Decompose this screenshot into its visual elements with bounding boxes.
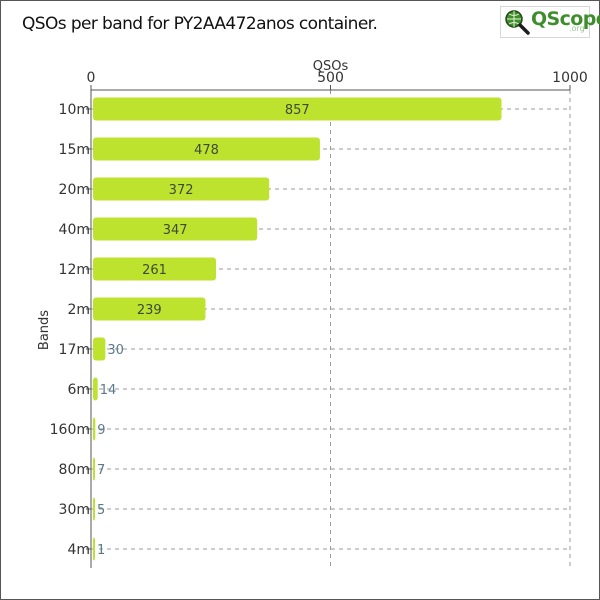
category-label: 80m — [59, 462, 90, 478]
category-label: 30m — [59, 502, 90, 518]
category-label: 20m — [59, 182, 90, 198]
bar-10m — [93, 97, 502, 121]
category-label: 40m — [59, 222, 90, 238]
bar-15m — [93, 137, 320, 161]
value-label: 30 — [107, 343, 124, 358]
category-label: 6m — [67, 382, 90, 398]
bar-4m — [93, 537, 95, 561]
bar-6m — [93, 377, 98, 401]
qscope-logo[interactable]: QScope .org — [500, 6, 600, 38]
value-label: 261 — [142, 263, 167, 278]
value-label: 347 — [163, 223, 188, 238]
value-label: 372 — [169, 183, 194, 198]
value-label: 7 — [97, 463, 105, 478]
bar-2m — [93, 297, 206, 321]
magnifier-globe-icon — [505, 10, 530, 35]
category-label: 12m — [59, 262, 90, 278]
category-label: 17m — [59, 342, 90, 358]
category-label: 4m — [67, 542, 90, 558]
bar-20m — [93, 177, 270, 201]
value-label: 857 — [285, 103, 310, 118]
value-label: 5 — [97, 503, 105, 518]
category-label: 15m — [59, 142, 90, 158]
bar-80m — [93, 457, 95, 481]
bar-12m — [93, 257, 217, 281]
value-label: 1 — [97, 543, 105, 558]
logo-text: QScope — [531, 8, 600, 30]
value-label: 14 — [100, 383, 117, 398]
category-label: 160m — [50, 422, 90, 438]
value-label: 9 — [97, 423, 105, 438]
logo-suffix: .org — [569, 24, 585, 33]
x-axis-label: QSOs — [313, 59, 349, 74]
category-label: 2m — [67, 302, 90, 318]
category-label: 10m — [59, 102, 90, 118]
chart-title: QSOs per band for PY2AA472anos container… — [22, 14, 378, 34]
x-tick-label: 1000 — [552, 70, 588, 86]
value-label: 478 — [194, 143, 219, 158]
bar-40m — [93, 217, 258, 241]
bar-30m — [93, 497, 95, 521]
x-tick-label: 500 — [317, 70, 344, 86]
value-label: 239 — [137, 303, 162, 318]
bar-17m — [93, 337, 106, 361]
bar-160m — [93, 417, 96, 441]
x-tick-label: 0 — [87, 70, 96, 86]
y-axis-label: Bands — [37, 310, 52, 350]
